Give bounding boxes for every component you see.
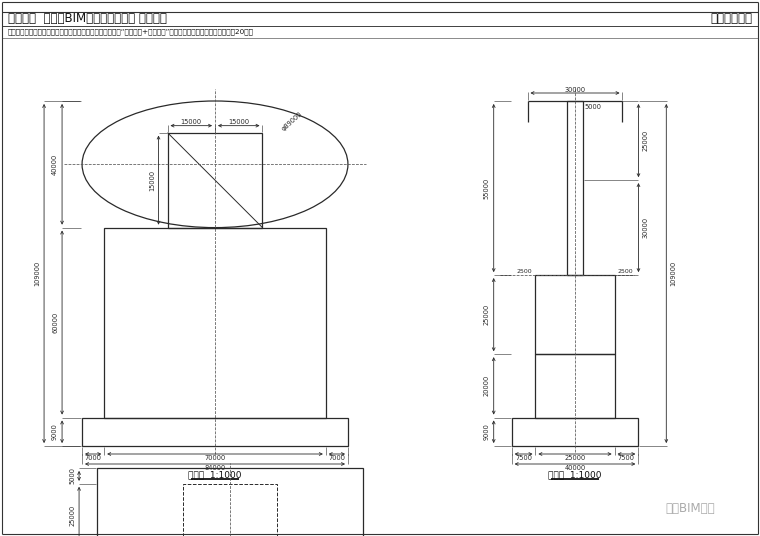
Text: 中国图学学会: 中国图学学会 bbox=[710, 12, 752, 26]
Text: 30000: 30000 bbox=[565, 86, 585, 93]
Text: 15000: 15000 bbox=[150, 169, 156, 191]
Bar bbox=[536, 275, 615, 354]
Text: 25000: 25000 bbox=[642, 130, 648, 151]
Bar bbox=[97, 468, 363, 536]
Text: 109000: 109000 bbox=[34, 261, 40, 286]
Text: 25000: 25000 bbox=[565, 455, 586, 460]
Text: 60000: 60000 bbox=[52, 312, 58, 333]
Text: 40000: 40000 bbox=[565, 465, 586, 471]
Text: 109000: 109000 bbox=[670, 261, 676, 286]
Bar bbox=[511, 418, 638, 446]
Text: 第十二期  「全国BIM技能等级考试」 一级试题: 第十二期 「全国BIM技能等级考试」 一级试题 bbox=[8, 12, 167, 26]
Text: 15000: 15000 bbox=[228, 119, 249, 125]
Text: φ89000: φ89000 bbox=[280, 110, 303, 132]
Text: 7500: 7500 bbox=[515, 455, 532, 460]
Text: 25000: 25000 bbox=[69, 505, 75, 526]
Text: 25000: 25000 bbox=[483, 304, 489, 325]
Text: 84000: 84000 bbox=[204, 465, 226, 471]
Bar bbox=[82, 418, 348, 446]
Text: 70000: 70000 bbox=[204, 455, 226, 460]
Bar bbox=[536, 354, 615, 418]
Bar bbox=[182, 484, 277, 536]
Text: 主视图  1:1000: 主视图 1:1000 bbox=[188, 471, 242, 480]
Text: 5000: 5000 bbox=[69, 467, 75, 485]
Text: 2500: 2500 bbox=[517, 269, 533, 273]
Text: 7000: 7000 bbox=[84, 455, 102, 460]
Text: 2500: 2500 bbox=[618, 269, 633, 273]
Text: 15000: 15000 bbox=[181, 119, 202, 125]
Text: 三、根据给定尺寸，用体量方式创建模型，请将模型文件以“方图大厦+考生姓名”为文件名保存到考生文件夹中。（20分）: 三、根据给定尺寸，用体量方式创建模型，请将模型文件以“方图大厦+考生姓名”为文件… bbox=[8, 29, 254, 35]
Text: 7500: 7500 bbox=[618, 455, 635, 460]
Bar bbox=[104, 228, 326, 418]
Text: 40000: 40000 bbox=[52, 154, 58, 175]
Text: 9000: 9000 bbox=[483, 423, 489, 440]
Text: 55000: 55000 bbox=[483, 177, 489, 199]
Bar bbox=[167, 132, 262, 228]
Text: 7000: 7000 bbox=[328, 455, 345, 460]
Text: 20000: 20000 bbox=[483, 375, 489, 397]
Bar bbox=[567, 101, 583, 275]
Text: 品晻BIM科技: 品晻BIM科技 bbox=[665, 502, 715, 515]
Text: 5000: 5000 bbox=[584, 104, 601, 110]
Text: 30000: 30000 bbox=[642, 217, 648, 238]
Text: 侧视图  1:1000: 侧视图 1:1000 bbox=[548, 471, 602, 480]
Text: 9000: 9000 bbox=[52, 423, 58, 440]
